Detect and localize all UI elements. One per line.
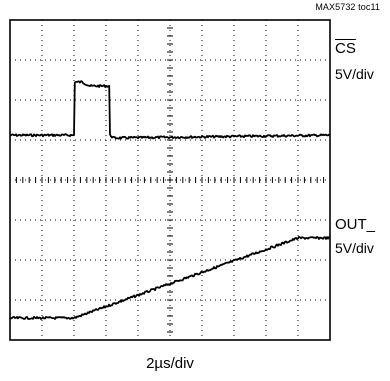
trace-cs bbox=[9, 80, 331, 140]
time-scale-label: 2µs/div bbox=[146, 355, 194, 372]
channel-out-label: OUT_ bbox=[335, 216, 376, 233]
plot-frame bbox=[9, 19, 331, 341]
channel-cs-scale: 5V/div bbox=[335, 66, 374, 82]
traces bbox=[9, 80, 331, 320]
figure-id: MAX5732 toc11 bbox=[315, 2, 380, 12]
channel-out-scale: 5V/div bbox=[335, 240, 374, 256]
trace-out bbox=[9, 236, 331, 320]
graticule bbox=[10, 20, 330, 340]
channel-cs-label: CS bbox=[335, 40, 356, 57]
